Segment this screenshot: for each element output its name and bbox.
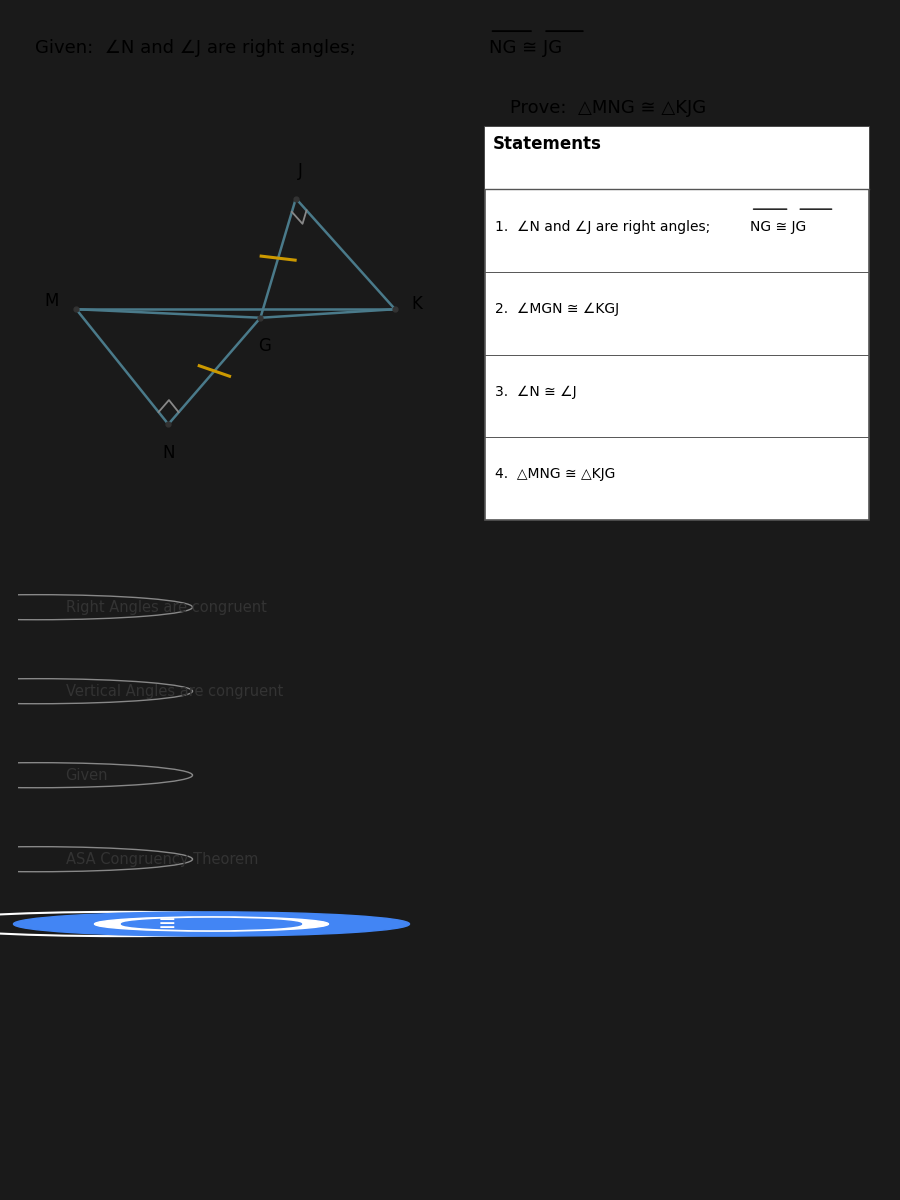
Text: K: K [411, 295, 422, 313]
Text: N: N [162, 444, 175, 462]
Text: 4.  △MNG ≅ △KJG: 4. △MNG ≅ △KJG [495, 467, 616, 481]
Text: Given:  ∠N and ∠J are right angles;: Given: ∠N and ∠J are right angles; [35, 40, 362, 58]
Circle shape [14, 912, 410, 936]
Text: G: G [258, 337, 271, 355]
Text: 3.  ∠N ≅ ∠J: 3. ∠N ≅ ∠J [495, 385, 577, 398]
Circle shape [94, 917, 328, 931]
Text: 2.  ∠MGN ≅ ∠KGJ: 2. ∠MGN ≅ ∠KGJ [495, 302, 619, 316]
Text: ASA Congruency Theorem: ASA Congruency Theorem [66, 852, 258, 866]
Text: Right Angles are congruent: Right Angles are congruent [66, 600, 266, 614]
Text: J: J [298, 162, 302, 180]
Text: Prove:  △MNG ≅ △KJG: Prove: △MNG ≅ △KJG [510, 100, 706, 118]
Text: Vertical Angles are congruent: Vertical Angles are congruent [66, 684, 283, 698]
Text: Statements: Statements [493, 134, 602, 152]
Text: NG ≅ JG: NG ≅ JG [750, 220, 806, 234]
Text: M: M [45, 292, 59, 310]
Text: Given: Given [66, 768, 108, 782]
Circle shape [122, 918, 302, 930]
Text: NG ≅ JG: NG ≅ JG [489, 40, 562, 58]
Bar [484, 127, 869, 190]
Text: 1.  ∠N and ∠J are right angles;: 1. ∠N and ∠J are right angles; [495, 220, 719, 234]
FancyBboxPatch shape [484, 127, 869, 520]
Text: ≡: ≡ [158, 914, 176, 934]
